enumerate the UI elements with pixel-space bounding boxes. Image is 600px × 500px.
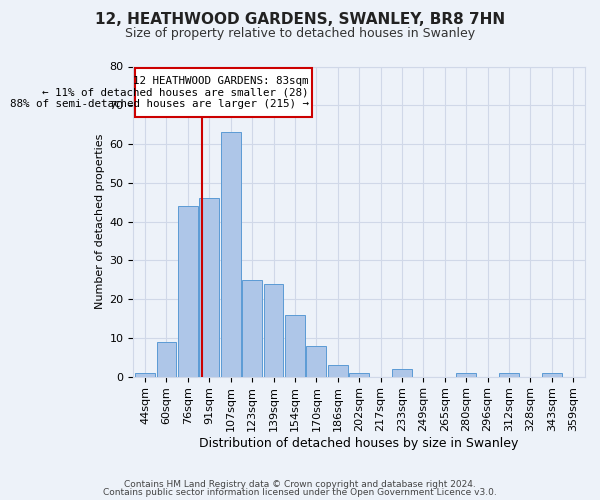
X-axis label: Distribution of detached houses by size in Swanley: Distribution of detached houses by size … <box>199 437 519 450</box>
Bar <box>199 198 219 376</box>
Bar <box>542 372 562 376</box>
Text: Size of property relative to detached houses in Swanley: Size of property relative to detached ho… <box>125 28 475 40</box>
FancyBboxPatch shape <box>136 68 312 117</box>
Bar <box>263 284 283 376</box>
Bar <box>178 206 198 376</box>
Text: Contains public sector information licensed under the Open Government Licence v3: Contains public sector information licen… <box>103 488 497 497</box>
Bar <box>457 372 476 376</box>
Bar <box>221 132 241 376</box>
Bar <box>328 365 347 376</box>
Bar <box>242 280 262 376</box>
Text: 12, HEATHWOOD GARDENS, SWANLEY, BR8 7HN: 12, HEATHWOOD GARDENS, SWANLEY, BR8 7HN <box>95 12 505 28</box>
Bar <box>135 372 155 376</box>
Bar <box>307 346 326 376</box>
Text: Contains HM Land Registry data © Crown copyright and database right 2024.: Contains HM Land Registry data © Crown c… <box>124 480 476 489</box>
Bar <box>392 369 412 376</box>
Y-axis label: Number of detached properties: Number of detached properties <box>95 134 105 309</box>
Text: 12 HEATHWOOD GARDENS: 83sqm
← 11% of detached houses are smaller (28)
88% of sem: 12 HEATHWOOD GARDENS: 83sqm ← 11% of det… <box>10 76 309 110</box>
Bar <box>349 372 369 376</box>
Bar <box>285 314 305 376</box>
Bar <box>157 342 176 376</box>
Bar <box>499 372 519 376</box>
